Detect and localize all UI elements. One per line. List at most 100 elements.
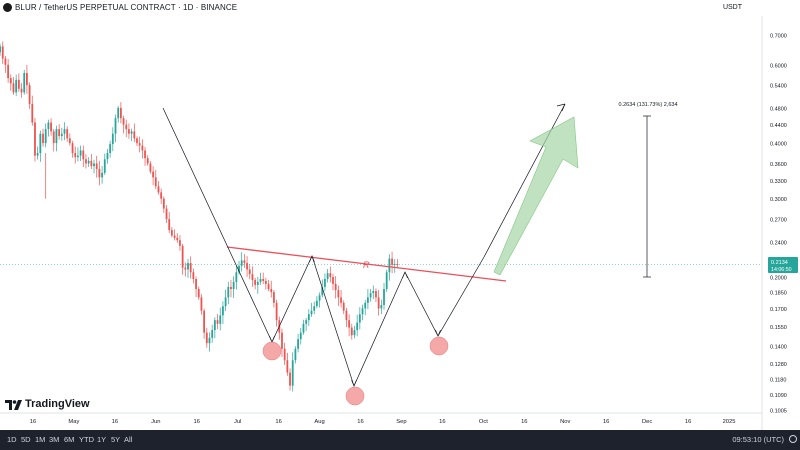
candle-body bbox=[20, 88, 23, 93]
candle-body bbox=[275, 302, 278, 321]
candle-body bbox=[307, 314, 310, 321]
candle-body bbox=[103, 159, 106, 173]
candle-body bbox=[47, 122, 50, 130]
candle-body bbox=[203, 310, 206, 333]
candle-body bbox=[130, 131, 133, 134]
resistance-label: R bbox=[363, 260, 370, 270]
x-tick-label: Nov bbox=[560, 419, 570, 425]
symbol-title[interactable]: BLUR / TetherUS PERPETUAL CONTRACT · 1D … bbox=[15, 3, 238, 12]
candle-body bbox=[299, 332, 302, 340]
bottom-toolbar: 1D 5D 1M 3M 6M YTD 1Y 5Y All 09:53:10 (U… bbox=[0, 430, 800, 450]
candle-body bbox=[224, 297, 227, 307]
candle-body bbox=[240, 260, 243, 266]
y-tick-label: 0.2400 bbox=[770, 240, 787, 246]
chart-header: BLUR / TetherUS PERPETUAL CONTRACT · 1D … bbox=[0, 0, 760, 16]
candle-body bbox=[380, 305, 383, 309]
candle-body bbox=[342, 302, 345, 311]
candle-body bbox=[305, 320, 308, 324]
candle-body bbox=[396, 263, 399, 265]
range-button-ytd[interactable]: YTD bbox=[79, 435, 94, 444]
range-button-5d[interactable]: 5D bbox=[21, 435, 31, 444]
x-tick-label: 16 bbox=[603, 419, 609, 425]
candle-body bbox=[219, 315, 222, 324]
x-tick-label: Dec bbox=[642, 419, 652, 425]
x-tick-label: 16 bbox=[685, 419, 691, 425]
projection-arrowhead bbox=[556, 103, 566, 112]
y-tick-label: 0.1180 bbox=[770, 377, 786, 383]
candle-body bbox=[195, 278, 197, 289]
candle-body bbox=[36, 153, 39, 156]
candle-body bbox=[128, 129, 130, 134]
currency-label[interactable]: USDT bbox=[722, 4, 742, 11]
candle-body bbox=[144, 150, 146, 159]
range-button-1d[interactable]: 1D bbox=[7, 435, 17, 444]
candle-body bbox=[291, 360, 294, 386]
candle-body bbox=[138, 143, 141, 146]
range-button-1y[interactable]: 1Y bbox=[97, 435, 107, 444]
range-button-3m[interactable]: 3M bbox=[49, 435, 60, 444]
candle-body bbox=[68, 138, 71, 144]
candle-body bbox=[232, 281, 235, 289]
candle-body bbox=[348, 320, 351, 328]
range-button-5y[interactable]: 5Y bbox=[111, 435, 121, 444]
y-tick-label: 0.1550 bbox=[770, 325, 787, 331]
candle-body bbox=[340, 297, 342, 303]
candle-body bbox=[122, 118, 125, 125]
measure-label: 0.2634 (131.73%) 2,634 bbox=[618, 102, 677, 108]
candle-body bbox=[146, 158, 149, 164]
candle-body bbox=[58, 129, 61, 137]
candle-body bbox=[259, 278, 262, 282]
candle-body bbox=[302, 323, 305, 333]
candle-body bbox=[283, 348, 286, 361]
range-button-6m[interactable]: 6M bbox=[64, 435, 75, 444]
candle-body bbox=[28, 85, 31, 104]
candle-body bbox=[165, 208, 168, 220]
symbol-logo-icon bbox=[3, 3, 12, 12]
candle-body bbox=[200, 297, 203, 311]
candle-body bbox=[227, 286, 230, 298]
candle-body bbox=[310, 310, 313, 315]
candle-body bbox=[262, 278, 265, 281]
chart-settings-icon[interactable] bbox=[789, 435, 797, 443]
candle-body bbox=[383, 288, 385, 306]
candle-body bbox=[184, 267, 187, 270]
utc-clock[interactable]: 09:53:10 (UTC) bbox=[732, 435, 784, 444]
x-tick-label: Oct bbox=[479, 419, 488, 425]
y-tick-label: 0.4400 bbox=[770, 123, 787, 129]
price-chart[interactable]: 0.7000 0.6000 0.5400 0.4800 0.4400 0.4000 0.36… bbox=[0, 0, 800, 430]
candle-body bbox=[82, 150, 85, 160]
candle-body bbox=[0, 46, 1, 53]
candle-body bbox=[208, 337, 211, 344]
candle-body bbox=[31, 103, 34, 123]
candle-body bbox=[385, 272, 388, 289]
candle-body bbox=[313, 306, 316, 311]
candle-body bbox=[176, 237, 179, 241]
candle-body bbox=[55, 129, 58, 144]
candle-body bbox=[246, 263, 248, 270]
range-button-1m[interactable]: 1M bbox=[35, 435, 46, 444]
candle-body bbox=[152, 171, 154, 178]
candle-body bbox=[375, 291, 377, 298]
target-arrow bbox=[493, 116, 579, 276]
y-tick-label: 0.4000 bbox=[770, 142, 787, 148]
current-price-tag bbox=[768, 257, 798, 273]
candle-body bbox=[136, 138, 138, 144]
candle-body bbox=[15, 79, 18, 93]
x-tick-label: 2025 bbox=[723, 419, 736, 425]
candle-body bbox=[114, 118, 117, 134]
candle-body bbox=[329, 273, 332, 278]
candle-body bbox=[286, 360, 289, 373]
candle-body bbox=[318, 295, 321, 301]
candle-body bbox=[170, 230, 173, 236]
candle-body bbox=[273, 292, 275, 303]
range-button-all[interactable]: All bbox=[124, 435, 133, 444]
tradingview-logo-icon bbox=[5, 400, 22, 410]
candle-body bbox=[326, 273, 329, 279]
x-tick-label: 16 bbox=[275, 419, 281, 425]
candle-body bbox=[7, 64, 10, 79]
pivot-low-marker bbox=[345, 386, 365, 406]
x-tick-label: Jun bbox=[151, 419, 160, 425]
candle-body bbox=[248, 269, 251, 275]
x-tick-label: 16 bbox=[30, 419, 36, 425]
candle-body bbox=[222, 306, 224, 316]
